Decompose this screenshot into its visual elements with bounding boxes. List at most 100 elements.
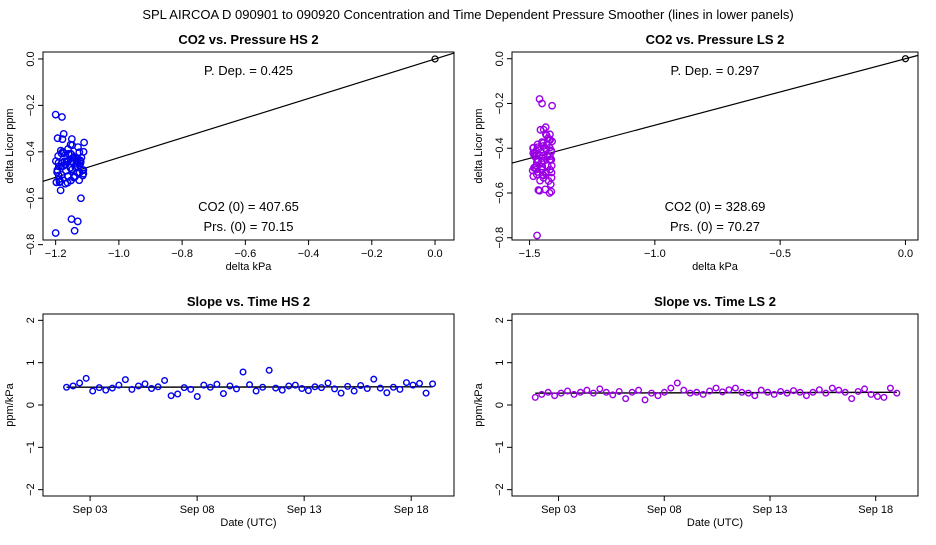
y-tick-label: 0.0 [25, 51, 37, 66]
data-point [266, 367, 272, 373]
x-axis-label-p1: delta kPa [226, 261, 273, 273]
data-point [90, 388, 96, 394]
x-tick-label: −1.0 [644, 248, 666, 260]
plot-frame-p3 [43, 314, 454, 496]
data-point [142, 381, 148, 387]
data-point [273, 385, 279, 391]
x-tick-label: 0.0 [427, 248, 442, 260]
x-tick-label: −0.8 [171, 248, 193, 260]
y-tick-label: 0.0 [494, 51, 506, 66]
data-point [817, 387, 823, 393]
data-point [668, 385, 674, 391]
y-axis-label-p2: delta Licor ppm [473, 108, 485, 183]
data-point [221, 391, 227, 397]
y-tick-label: 2 [25, 317, 37, 323]
data-point [371, 376, 377, 382]
data-point [417, 381, 423, 387]
y-tick-label: −0.4 [494, 137, 506, 159]
y-axis-label-p4: ppm/kPa [473, 382, 485, 426]
data-point [168, 393, 174, 399]
x-tick-label: 0.0 [898, 248, 913, 260]
data-point [584, 387, 590, 393]
data-point [52, 111, 58, 117]
data-point [888, 385, 894, 391]
data-point [319, 385, 325, 391]
x-tick-label: −1.0 [108, 248, 130, 260]
data-point [875, 394, 881, 400]
data-point [81, 139, 87, 145]
data-point [279, 387, 285, 393]
data-point [76, 177, 82, 183]
data-point [75, 218, 81, 224]
data-point [597, 386, 603, 392]
y-tick-label: 1 [25, 360, 37, 366]
data-point [430, 381, 436, 387]
plot-title-p4: Slope vs. Time LS 2 [654, 294, 776, 309]
data-point [720, 389, 726, 395]
x-tick-label: Sep 13 [287, 504, 322, 516]
data-point [713, 385, 719, 391]
annotation-pressure-zero: Prs. (0) = 70.15 [204, 219, 294, 234]
y-tick-label: −0.4 [25, 141, 37, 163]
data-point [103, 387, 109, 393]
x-tick-label: −1.2 [45, 248, 67, 260]
data-point [57, 187, 63, 193]
data-point [306, 388, 312, 394]
data-point [338, 390, 344, 396]
annotation-pressure-dependence: P. Dep. = 0.425 [204, 63, 293, 78]
data-point [78, 195, 84, 201]
y-tick-label: −0.8 [494, 227, 506, 249]
data-point [636, 387, 642, 393]
data-point [726, 387, 732, 393]
data-point [675, 380, 681, 386]
y-tick-label: −0.8 [25, 234, 37, 256]
x-tick-label: Sep 08 [647, 504, 682, 516]
x-tick-label: Sep 08 [180, 504, 215, 516]
plot-frame-p4 [512, 314, 918, 496]
data-point [123, 377, 129, 383]
data-point [752, 393, 758, 399]
data-point [136, 383, 142, 389]
x-tick-label: Sep 13 [753, 504, 788, 516]
data-point [655, 393, 661, 399]
y-tick-label: −1 [25, 441, 37, 454]
y-tick-label: 0 [25, 402, 37, 408]
data-point [68, 216, 74, 222]
data-point [52, 230, 58, 236]
y-tick-label: 1 [494, 360, 506, 366]
x-tick-label: −0.5 [769, 248, 791, 260]
data-point [423, 390, 429, 396]
data-point [240, 369, 246, 375]
data-point [253, 388, 259, 394]
x-tick-label: −0.6 [234, 248, 256, 260]
data-point [546, 190, 552, 196]
figure-suptitle: SPL AIRCOA D 090901 to 090920 Concentrat… [142, 7, 793, 22]
data-point [351, 388, 357, 394]
data-point [545, 390, 551, 396]
data-point [378, 385, 384, 391]
data-point [77, 380, 83, 386]
y-axis-label-p1: delta Licor ppm [4, 108, 16, 183]
y-tick-label: −2 [494, 483, 506, 496]
data-point [623, 396, 629, 402]
data-point [849, 396, 855, 402]
data-point [227, 383, 233, 389]
x-tick-label: −0.4 [298, 248, 320, 260]
data-point [855, 389, 861, 395]
y-tick-label: 0 [494, 402, 506, 408]
data-point [175, 391, 181, 397]
x-tick-label: Sep 18 [858, 504, 893, 516]
data-point [404, 380, 410, 386]
data-point [384, 390, 390, 396]
data-point [110, 385, 116, 391]
data-point [532, 395, 538, 401]
data-point [578, 390, 584, 396]
x-tick-label: −1.5 [519, 248, 541, 260]
y-axis-label-p3: ppm/kPa [4, 382, 16, 426]
y-tick-label: −0.6 [25, 187, 37, 209]
y-tick-label: 2 [494, 317, 506, 323]
data-point [549, 103, 555, 109]
annotation-co2-zero: CO2 (0) = 407.65 [198, 199, 299, 214]
data-point [71, 228, 77, 234]
